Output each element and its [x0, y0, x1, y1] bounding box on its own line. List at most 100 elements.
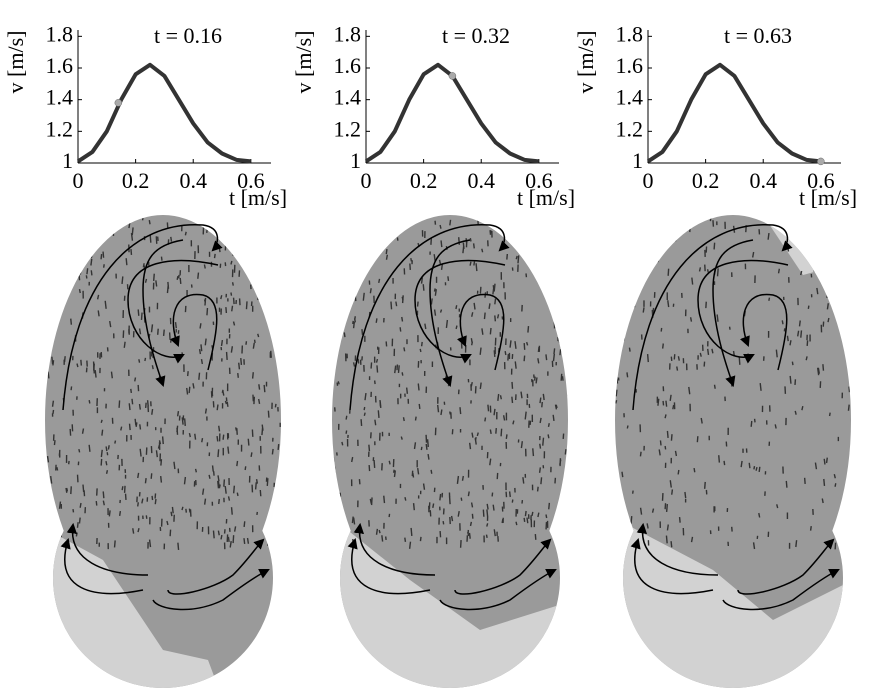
velocity-vector: [155, 280, 158, 287]
velocity-vector: [539, 397, 542, 404]
velocity-vector: [267, 410, 270, 418]
velocity-vector: [479, 347, 482, 355]
velocity-vector: [547, 434, 550, 439]
velocity-vector: [216, 404, 219, 411]
velocity-vector: [824, 223, 828, 229]
x-tick-label: 0.6: [807, 168, 835, 193]
velocity-vector: [487, 404, 490, 412]
velocity-vector: [693, 467, 696, 473]
x-axis-label: t [m/s]: [799, 185, 857, 210]
velocity-vector: [128, 403, 131, 411]
velocity-vector: [713, 242, 716, 250]
velocity-vector: [425, 443, 428, 450]
velocity-vector: [526, 517, 529, 524]
velocity-vector: [70, 318, 73, 325]
time-marker: [448, 72, 457, 80]
velocity-vector: [151, 408, 154, 415]
velocity-vector: [68, 241, 71, 250]
velocity-vector: [748, 462, 751, 469]
velocity-vector: [211, 465, 214, 472]
y-tick-label: 1.6: [334, 53, 362, 78]
velocity-vector: [192, 383, 195, 389]
velocity-vector: [485, 534, 488, 539]
velocity-vector: [519, 235, 522, 240]
velocity-vector: [449, 411, 452, 415]
velocity-vector: [517, 255, 520, 264]
velocity-vector: [354, 318, 356, 323]
velocity-vector: [469, 237, 472, 242]
y-tick-label: 1.8: [616, 21, 644, 46]
velocity-vector: [561, 376, 564, 381]
velocity-vector: [183, 476, 187, 485]
velocity-vector: [825, 457, 828, 464]
velocity-vector: [488, 303, 491, 309]
velocity-vector: [250, 452, 253, 458]
velocity-vector: [139, 448, 142, 457]
velocity-vector: [332, 350, 334, 357]
velocity-vector: [339, 335, 342, 342]
velocity-vector: [511, 381, 514, 389]
velocity-vector: [758, 466, 761, 473]
velocity-vector: [677, 469, 680, 475]
velocity-vector: [160, 459, 163, 466]
velocity-vector: [208, 474, 211, 479]
velocity-vector: [669, 394, 672, 401]
velocity-vector: [667, 300, 670, 308]
flow-field: [332, 215, 568, 688]
velocity-vector: [74, 219, 77, 227]
velocity-vector: [525, 341, 529, 346]
velocity-vector: [176, 425, 179, 433]
velocity-vector: [52, 325, 55, 330]
velocity-vector: [541, 401, 543, 408]
velocity-vector: [497, 393, 500, 401]
velocity-vector: [137, 502, 139, 507]
velocity-vector: [450, 515, 454, 522]
velocity-vector: [232, 297, 235, 305]
velocity-vector: [88, 400, 91, 404]
velocity-vector: [665, 400, 668, 407]
velocity-vector: [669, 480, 672, 488]
velocity-vector: [224, 485, 227, 494]
velocity-vector: [456, 475, 460, 484]
x-tick-label: 0.2: [122, 168, 150, 193]
velocity-vector: [83, 219, 86, 228]
velocity-vector: [512, 420, 515, 425]
velocity-vector: [179, 277, 182, 284]
velocity-vector: [388, 460, 391, 465]
flow-arrow: [722, 569, 840, 611]
velocity-vector: [261, 427, 264, 436]
velocity-vector: [352, 517, 356, 525]
velocity-vector: [385, 249, 388, 255]
velocity-vector: [375, 358, 379, 363]
velocity-vector: [767, 232, 770, 240]
velocity-vector: [131, 398, 134, 405]
velocity-vector: [404, 537, 407, 542]
velocity-vector: [800, 330, 803, 338]
velocity-vector: [203, 498, 207, 505]
velocity-vector: [131, 227, 134, 236]
velocity-vector: [278, 295, 281, 301]
velocity-vector: [113, 540, 116, 548]
velocity-vector: [647, 247, 650, 255]
velocity-vector: [220, 339, 224, 347]
velocity-vector: [420, 341, 423, 347]
velocity-vector: [102, 264, 105, 268]
velocity-vector: [621, 471, 624, 478]
velocity-vector: [137, 528, 140, 533]
velocity-vector: [434, 289, 438, 296]
velocity-vector: [402, 417, 405, 422]
velocity-vector: [424, 323, 427, 330]
velocity-vector: [135, 422, 138, 427]
velocity-vector: [676, 366, 679, 371]
velocity-vector: [374, 419, 377, 426]
velocity-vector: [542, 437, 545, 446]
velocity-vector: [148, 219, 151, 225]
velocity-vector: [128, 423, 131, 431]
velocity-vector: [408, 541, 412, 549]
velocity-vector: [651, 508, 655, 513]
velocity-vector: [397, 365, 400, 374]
velocity-vector: [266, 478, 269, 487]
velocity-vector: [486, 523, 489, 527]
velocity-vector: [520, 441, 523, 449]
y-axis-label: v [m/s]: [3, 31, 28, 94]
